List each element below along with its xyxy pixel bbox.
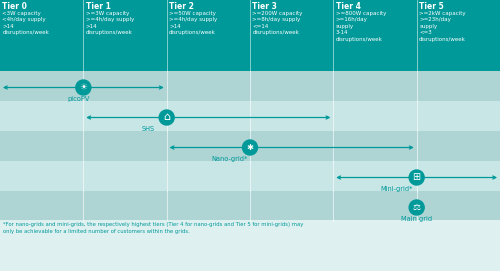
Circle shape [159, 110, 174, 125]
Bar [0, 101, 500, 131]
Text: ⊞: ⊞ [412, 173, 420, 182]
Circle shape [242, 140, 258, 155]
Circle shape [409, 170, 424, 185]
Text: Tier 0: Tier 0 [2, 2, 28, 11]
Text: ☀: ☀ [80, 83, 88, 92]
Text: Tier 2: Tier 2 [169, 2, 194, 11]
Text: Tier 5: Tier 5 [419, 2, 444, 11]
Text: <3W capacity
<4h/day supply
>14
disruptions/week: <3W capacity <4h/day supply >14 disrupti… [2, 11, 50, 35]
Text: ✱: ✱ [246, 143, 254, 152]
Bar [0, 191, 500, 221]
Text: >=200W capacity
>=8h/day supply
<=14
disruptions/week: >=200W capacity >=8h/day supply <=14 dis… [252, 11, 303, 35]
Text: Nano-grid*: Nano-grid* [212, 156, 248, 162]
Text: ⌂: ⌂ [163, 112, 170, 122]
Text: >=3W capacity
>=4h/day supply
>14
disruptions/week: >=3W capacity >=4h/day supply >14 disrup… [86, 11, 134, 35]
Circle shape [409, 200, 424, 215]
Bar [0, 131, 500, 161]
Text: >=50W capacity
>=4h/day supply
>14
disruptions/week: >=50W capacity >=4h/day supply >14 disru… [169, 11, 218, 35]
Text: ⚖: ⚖ [412, 203, 420, 212]
Text: >=2kW capacity
>=23h/day
supply
<=3
disruptions/week: >=2kW capacity >=23h/day supply <=3 disr… [419, 11, 466, 42]
Text: Tier 1: Tier 1 [86, 2, 110, 11]
Text: picoPV: picoPV [67, 96, 90, 102]
Text: Mini-grid*: Mini-grid* [380, 186, 413, 192]
Text: Main grid: Main grid [401, 216, 432, 222]
Bar [0, 220, 500, 271]
Bar [0, 161, 500, 191]
Circle shape [76, 80, 91, 95]
Text: Tier 3: Tier 3 [252, 2, 278, 11]
Text: Tier 4: Tier 4 [336, 2, 360, 11]
Bar [0, 71, 500, 101]
Text: *For nano-grids and mini-grids, the respectively highest tiers (Tier 4 for nano-: *For nano-grids and mini-grids, the resp… [3, 222, 304, 234]
Text: SHS: SHS [142, 126, 155, 132]
Text: >=800W capacity
>=16h/day
supply
3-14
disruptions/week: >=800W capacity >=16h/day supply 3-14 di… [336, 11, 386, 42]
Bar [0, 0, 500, 71]
